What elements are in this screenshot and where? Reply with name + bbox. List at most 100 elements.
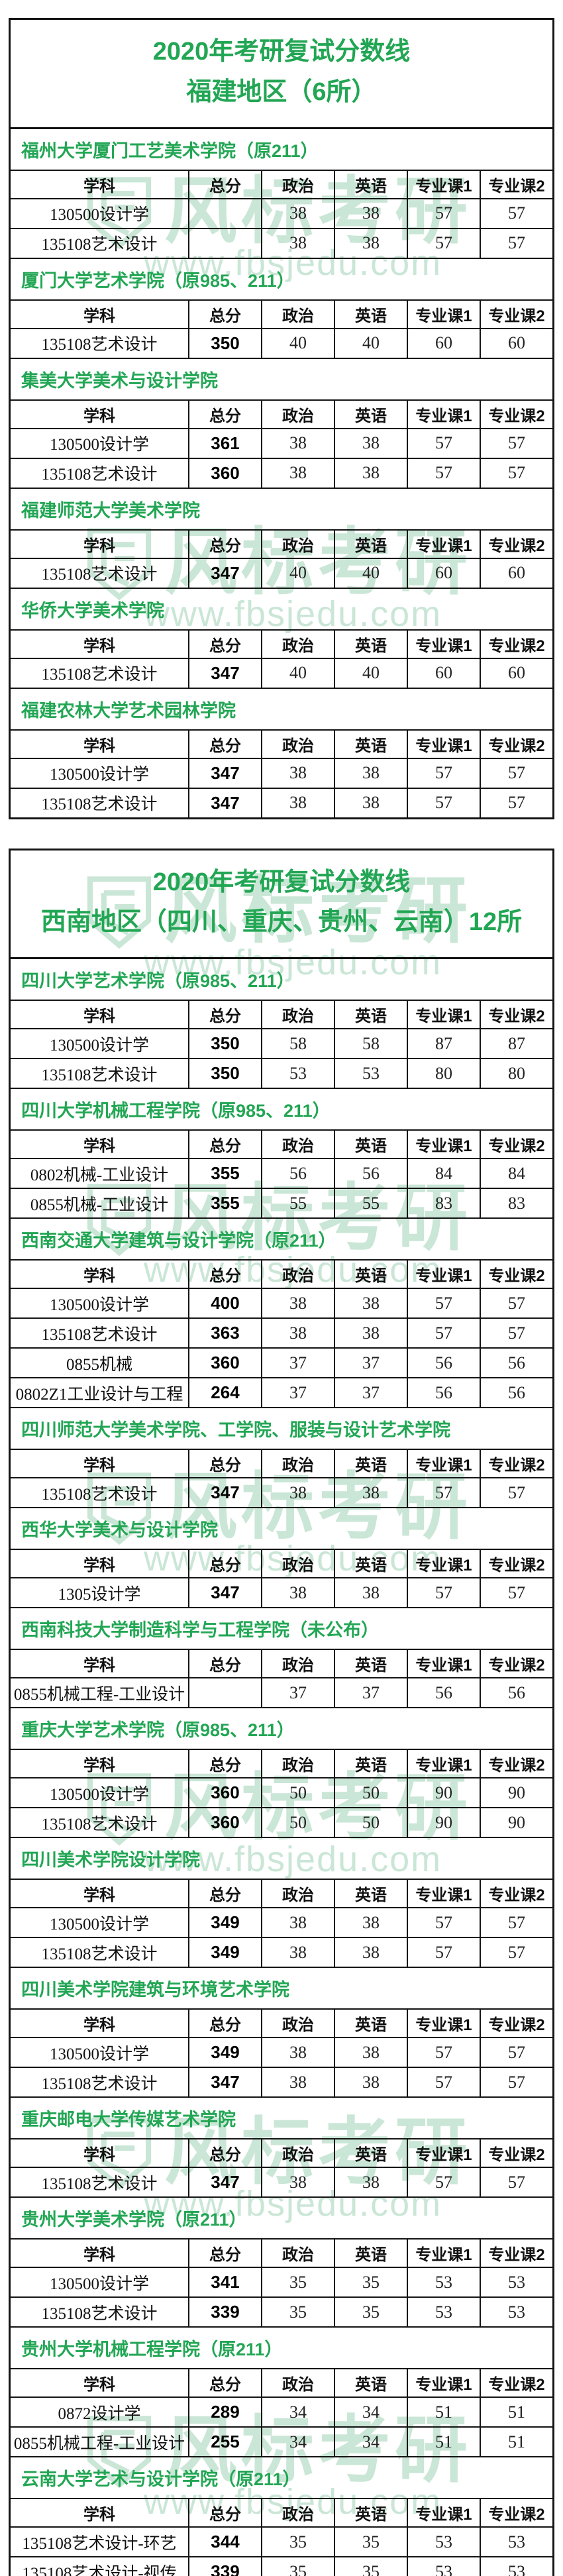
table-row: 130500设计学 349 38 38 57 57 xyxy=(11,2038,552,2069)
school-name: 集美大学美术与设计学院 xyxy=(11,359,552,401)
politics-cell: 38 xyxy=(261,1289,334,1318)
major-course2-cell: 57 xyxy=(480,429,552,458)
subject-cell: 135108艺术设计 xyxy=(41,236,158,254)
total-score-cell: 347 xyxy=(188,2068,261,2097)
table-row: 0802Z1工业设计与工程 264 37 37 56 56 xyxy=(11,1378,552,1409)
table-row: 130500设计学 349 38 38 57 57 xyxy=(11,1908,552,1939)
table-header-row: 学科 总分 政治 英语 专业课1 专业课2 xyxy=(11,1550,552,1579)
school-name: 四川大学艺术学院（原985、211） xyxy=(11,959,552,1002)
major-course1-cell: 90 xyxy=(407,1808,480,1837)
score-table: 学科 总分 政治 英语 专业课1 专业课2 1305设计学 347 38 38 57 57 xyxy=(11,1550,552,1609)
header-major-course2-cell: 专业课2 xyxy=(480,2139,552,2167)
total-score-cell: 349 xyxy=(188,1908,261,1937)
politics-cell: 38 xyxy=(261,229,334,258)
header-politics-cell: 政治 xyxy=(261,2010,334,2037)
politics-cell: 55 xyxy=(261,1189,334,1218)
header-total-score-cell: 总分 xyxy=(188,2139,261,2167)
header-major-course1-cell: 专业课1 xyxy=(407,2240,480,2267)
score-block-1: 2020年考研复试分数线 福建地区（6所） 福州大学厦门工艺美术学院（原211） 学科… xyxy=(9,18,554,819)
header-total-score-cell: 总分 xyxy=(188,170,261,198)
table-row: 0855机械 360 37 37 56 56 xyxy=(11,1349,552,1379)
header-subject-cell: 学科 xyxy=(83,1886,115,1905)
politics-cell: 38 xyxy=(261,1578,334,1608)
english-cell: 50 xyxy=(334,1778,407,1808)
table-row: 0855机械工程-工业设计 37 37 56 56 xyxy=(11,1678,552,1709)
table-row: 130500设计学 360 50 50 90 90 xyxy=(11,1778,552,1809)
politics-cell: 35 xyxy=(261,2528,334,2557)
table-row: 1305设计学 347 38 38 57 57 xyxy=(11,1578,552,1609)
school-section: 贵州大学美术学院（原211） 学科 总分 政治 英语 专业课1 专业课2 130500设计学 3… xyxy=(11,2198,552,2328)
school-section: 重庆邮电大学传媒艺术学院 学科 总分 政治 英语 专业课1 专业课2 135108艺术设计 34… xyxy=(11,2098,552,2198)
subject-cell: 130500设计学 xyxy=(49,1785,149,1804)
header-subject-cell: 学科 xyxy=(83,637,115,655)
table-header-row: 学科 总分 政治 英语 专业课1 专业课2 xyxy=(11,2369,552,2398)
total-score-cell: 363 xyxy=(188,1319,261,1348)
major-course2-cell: 83 xyxy=(480,1189,552,1218)
politics-cell: 34 xyxy=(261,2398,334,2427)
header-total-score-cell: 总分 xyxy=(188,400,261,428)
subject-cell: 135108艺术设计 xyxy=(41,566,158,584)
header-politics-cell: 政治 xyxy=(261,1450,334,1478)
header-subject-cell: 学科 xyxy=(83,1267,115,1286)
table-header-row: 学科 总分 政治 英语 专业课1 专业课2 xyxy=(11,2240,552,2269)
table-row: 135108艺术设计-视传 339 35 35 53 53 xyxy=(11,2557,552,2576)
table-header-row: 学科 总分 政治 英语 专业课1 专业课2 xyxy=(11,170,552,199)
school-section: 重庆大学艺术学院（原985、211） 学科 总分 政治 英语 专业课1 专业课2 130500… xyxy=(11,1708,552,1839)
major-course1-cell: 84 xyxy=(407,1159,480,1188)
table-header-row: 学科 总分 政治 英语 专业课1 专业课2 xyxy=(11,1650,552,1679)
subject-cell: 135108艺术设计 xyxy=(41,2175,158,2193)
major-course2-cell: 53 xyxy=(480,2557,552,2576)
score-blocks: 2020年考研复试分数线 福建地区（6所） 福州大学厦门工艺美术学院（原211） 学科… xyxy=(0,18,563,2576)
politics-cell: 35 xyxy=(261,2557,334,2576)
header-major-course2-cell: 专业课2 xyxy=(480,530,552,558)
major-course2-cell: 84 xyxy=(480,1159,552,1188)
total-score-cell: 347 xyxy=(188,788,261,817)
header-total-score-cell: 总分 xyxy=(188,1001,261,1029)
major-course1-cell: 60 xyxy=(407,329,480,358)
header-english-cell: 英语 xyxy=(334,1550,407,1578)
school-name: 西华大学美术与设计学院 xyxy=(11,1508,552,1551)
header-english-cell: 英语 xyxy=(334,2369,407,2397)
header-major-course1-cell: 专业课1 xyxy=(407,2369,480,2397)
header-major-course1-cell: 专业课1 xyxy=(407,1650,480,1678)
subject-cell: 135108艺术设计 xyxy=(41,1325,158,1344)
table-header-row: 学科 总分 政治 英语 专业课1 专业课2 xyxy=(11,1001,552,1030)
major-course1-cell: 56 xyxy=(407,1678,480,1708)
header-major-course2-cell: 专业课2 xyxy=(480,2369,552,2397)
header-subject-cell: 学科 xyxy=(83,177,115,195)
english-cell: 35 xyxy=(334,2268,407,2297)
subject-cell: 135108艺术设计 xyxy=(41,666,158,684)
subject-cell: 130500设计学 xyxy=(49,206,149,225)
header-politics-cell: 政治 xyxy=(261,400,334,428)
english-cell: 34 xyxy=(334,2428,407,2457)
header-subject-cell: 学科 xyxy=(83,2246,115,2265)
politics-cell: 56 xyxy=(261,1159,334,1188)
school-name: 厦门大学艺术学院（原985、211） xyxy=(11,259,552,301)
score-table: 学科 总分 政治 英语 专业课1 专业课2 135108艺术设计-环艺 344 35 35 53 53… xyxy=(11,2499,552,2576)
major-course1-cell: 57 xyxy=(407,1478,480,1508)
english-cell: 38 xyxy=(334,788,407,817)
major-course1-cell: 57 xyxy=(407,458,480,488)
politics-cell: 50 xyxy=(261,1778,334,1808)
table-header-row: 学科 总分 政治 英语 专业课1 专业课2 xyxy=(11,300,552,329)
subject-cell: 135108艺术设计-环艺 xyxy=(22,2534,177,2553)
score-table: 学科 总分 政治 英语 专业课1 专业课2 0855机械工程-工业设计 37 37 56 56 xyxy=(11,1650,552,1709)
subject-cell: 135108艺术设计 xyxy=(41,2075,158,2093)
header-subject-cell: 学科 xyxy=(83,1557,115,1575)
school-name: 四川美术学院设计学院 xyxy=(11,1838,552,1880)
english-cell: 38 xyxy=(334,429,407,458)
major-course1-cell: 56 xyxy=(407,1378,480,1408)
header-english-cell: 英语 xyxy=(334,1001,407,1029)
politics-cell: 37 xyxy=(261,1678,334,1708)
header-major-course1-cell: 专业课1 xyxy=(407,2139,480,2167)
school-section: 福州大学厦门工艺美术学院（原211） 学科 总分 政治 英语 专业课1 专业课2 130500… xyxy=(11,129,552,259)
header-english-cell: 英语 xyxy=(334,300,407,328)
school-section: 四川美术学院设计学院 学科 总分 政治 英语 专业课1 专业课2 130500设计学 349 38… xyxy=(11,1838,552,1969)
table-header-row: 学科 总分 政治 英语 专业课1 专业课2 xyxy=(11,400,552,429)
table-row: 130500设计学 341 35 35 53 53 xyxy=(11,2268,552,2298)
total-score-cell xyxy=(188,199,261,228)
politics-cell: 35 xyxy=(261,2298,334,2327)
english-cell: 40 xyxy=(334,329,407,358)
politics-cell: 38 xyxy=(261,458,334,488)
header-subject-cell: 学科 xyxy=(83,1757,115,1775)
